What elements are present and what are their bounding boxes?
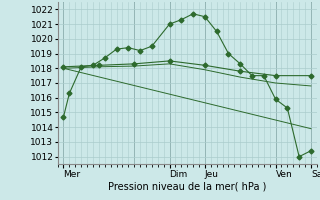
X-axis label: Pression niveau de la mer( hPa ): Pression niveau de la mer( hPa ) <box>108 181 266 191</box>
